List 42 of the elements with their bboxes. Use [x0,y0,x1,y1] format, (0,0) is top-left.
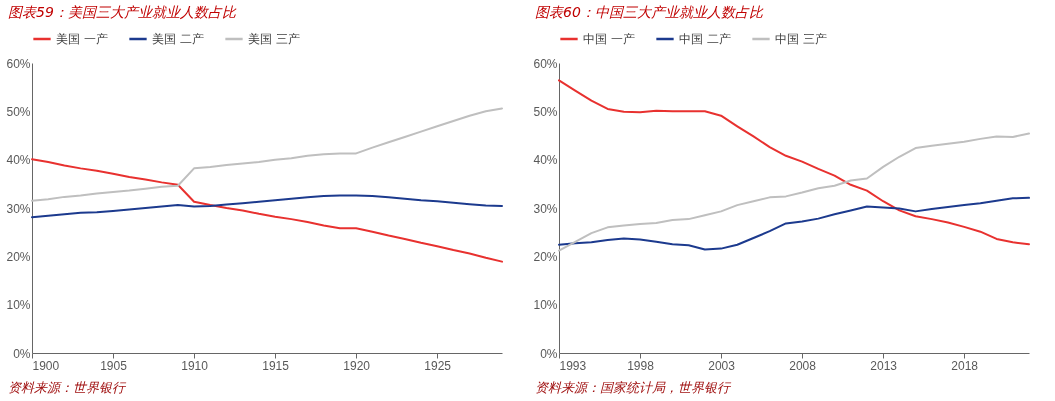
line-series [31,194,503,219]
legend-label: 中国 三产 [775,32,827,46]
y-tick-label: 20% [6,249,31,264]
legend-label: 中国 二产 [679,32,731,46]
x-tick-label: 2008 [789,358,817,373]
line-series [31,107,503,202]
x-tick-label: 1925 [424,358,452,373]
text: 资料来源：国家统计局，世界银行 [535,379,730,397]
x-tick-label: 1910 [181,358,209,373]
x-tick-label: 2003 [708,358,736,373]
line-series [558,196,1030,251]
y-tick-label: 0% [540,346,558,361]
x-tick-label: 2013 [870,358,898,373]
y-tick-label: 30% [6,201,31,216]
x-tick-label: 1905 [100,358,128,373]
y-tick-label: 30% [533,201,558,216]
x-tick-label: 1993 [559,358,587,373]
y-tick-label: 60% [533,56,558,71]
x-tick-label: 2018 [951,358,979,373]
line-series [558,132,1030,252]
y-tick-label: 50% [6,104,31,119]
line-series [558,79,1030,246]
y-tick-label: 50% [533,104,558,119]
y-tick-label: 40% [6,153,31,168]
legend-label: 美国 三产 [248,32,300,46]
line-series [31,158,503,263]
legend-label: 美国 一产 [56,32,108,46]
legend-label: 中国 一产 [583,32,635,46]
x-tick-label: 1915 [262,358,290,373]
x-tick-label: 1998 [627,358,655,373]
chart-title: 图表60：中国三大产业就业人数占比 [535,4,763,22]
y-tick-label: 0% [13,346,31,361]
y-tick-label: 20% [533,249,558,264]
x-tick-label: 1920 [343,358,371,373]
y-tick-label: 10% [533,298,558,313]
y-tick-label: 40% [533,153,558,168]
legend-label: 美国 二产 [152,32,204,46]
chart-title: 图表59：美国三大产业就业人数占比 [8,4,236,22]
text: 资料来源：世界银行 [8,379,125,397]
y-tick-label: 60% [6,56,31,71]
x-tick-label: 1900 [32,358,60,373]
y-tick-label: 10% [6,298,31,313]
